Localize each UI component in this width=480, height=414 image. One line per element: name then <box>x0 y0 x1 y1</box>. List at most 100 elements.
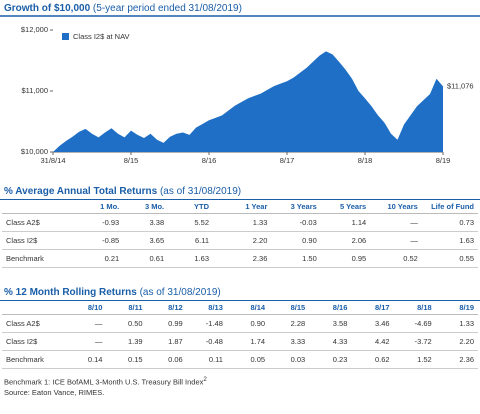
cell: — <box>64 332 107 351</box>
cell: -0.93 <box>71 213 124 232</box>
column-header: 5 Years <box>320 200 371 214</box>
column-header: 8/10 <box>64 301 107 315</box>
legend-swatch <box>62 33 69 40</box>
cell: 1.87 <box>146 332 187 351</box>
cell: — <box>64 314 107 333</box>
cell: 1.14 <box>320 213 371 232</box>
cell: 3.33 <box>269 332 310 351</box>
column-header: 8/18 <box>393 301 436 315</box>
cell: 0.15 <box>106 350 147 369</box>
chart: Growth of $10,000 (5-year period ended 3… <box>0 3 480 165</box>
cell: 1.52 <box>393 350 436 369</box>
header-row: 1 Mo. 3 Mo. YTD 1 Year 3 Years 5 Years 10 Year… <box>2 200 478 214</box>
legend-label: Class I2$ at NAV <box>73 32 130 41</box>
section-heading: % 12 Month Rolling Returns <box>4 287 137 298</box>
section-subtitle: (as of 31/08/2019) <box>159 186 242 197</box>
cell: 1.50 <box>271 249 321 268</box>
column-header: 8/12 <box>146 301 187 315</box>
column-header: 8/15 <box>269 301 310 315</box>
column-header: 8/14 <box>226 301 270 315</box>
cell: 2.36 <box>213 249 272 268</box>
cell: 0.05 <box>226 350 270 369</box>
cell: 0.11 <box>186 350 227 369</box>
superscript: 2 <box>203 376 207 383</box>
column-header: YTD <box>168 200 214 214</box>
cell: 2.36 <box>435 350 478 369</box>
source: Source: Eaton Vance, RIMES. <box>4 387 105 397</box>
cell: 0.99 <box>146 314 187 333</box>
cell: 0.61 <box>123 249 169 268</box>
cell: 1.33 <box>213 213 272 232</box>
cell: 1.63 <box>421 231 478 250</box>
y-tick-label: $10,000 <box>21 147 48 156</box>
end-label: $11,076 <box>447 81 474 90</box>
cell: 0.62 <box>351 350 394 369</box>
cell: 2.20 <box>435 332 478 351</box>
cell: 5.52 <box>168 213 214 232</box>
header-row: 8/10 8/11 8/12 8/13 8/14 8/15 8/16 8/17 8/18 8/19 <box>2 301 478 315</box>
cell: -3.72 <box>393 332 436 351</box>
row-label: Class A2$ <box>2 213 72 232</box>
cell: 1.63 <box>168 249 214 268</box>
row: Class A2$ -0.93 3.38 5.52 1.33 -0.03 1.14—0.73 <box>2 213 478 232</box>
column-header: 8/16 <box>309 301 352 315</box>
row-label: Benchmark <box>2 249 72 268</box>
footnote: Benchmark 1: ICE BofAML 3-Month U.S. Tre… <box>0 375 480 388</box>
cell: 0.50 <box>106 314 147 333</box>
x-tick-label: 31/8/14 <box>40 156 65 165</box>
cell: 6.11 <box>168 231 214 250</box>
row: Benchmark 0.21 0.61 1.63 2.36 1.50 0.95 0.52 0.5… <box>2 249 478 268</box>
column-header: 8/17 <box>351 301 394 315</box>
cell: 4.33 <box>309 332 352 351</box>
cell: — <box>370 231 422 250</box>
cell: 0.03 <box>269 350 310 369</box>
cell: — <box>370 213 422 232</box>
cell: -4.69 <box>393 314 436 333</box>
row-label: Class I2$ <box>2 231 72 250</box>
cell: 3.38 <box>123 213 169 232</box>
x-tick-label: 8/17 <box>280 156 295 165</box>
column-header: 8/19 <box>435 301 478 315</box>
cell: -0.48 <box>186 332 227 351</box>
column-header: 1 Year <box>213 200 272 214</box>
y-tick-label: $12,000 <box>21 25 48 34</box>
chart-title: Growth of $10,000 (5-year period ended 3… <box>4 3 242 14</box>
benchmark-note: Benchmark 1: ICE BofAML 3-Month U.S. Tre… <box>4 377 204 387</box>
cell: 2.28 <box>269 314 310 333</box>
cell: 4.42 <box>351 332 394 351</box>
cell: 0.55 <box>421 249 478 268</box>
cell: -0.03 <box>271 213 321 232</box>
y-tick-label: $11,000 <box>21 86 48 95</box>
x-tick-label: 8/16 <box>202 156 217 165</box>
title: Growth of $10,000 <box>4 3 91 14</box>
cell: 3.58 <box>309 314 352 333</box>
cell: -0.85 <box>71 231 124 250</box>
column-header: Life of Fund <box>421 200 478 214</box>
row-label: Class I2$ <box>2 332 65 351</box>
cell: 0.95 <box>320 249 371 268</box>
cell: 1.74 <box>226 332 270 351</box>
column-header: 8/11 <box>106 301 147 315</box>
cell: 1.33 <box>435 314 478 333</box>
cell: 0.52 <box>370 249 422 268</box>
cell: 3.65 <box>123 231 169 250</box>
row-label: Class A2$ <box>2 314 65 333</box>
cell: 0.06 <box>146 350 187 369</box>
column-header: 8/13 <box>186 301 227 315</box>
cell: 0.90 <box>271 231 321 250</box>
section-title: % 12 Month Rolling Returns (as of 31/08/… <box>0 286 480 301</box>
column-header: 1 Mo. <box>71 200 124 214</box>
tables: % Average Annual Total Returns (as of 31… <box>0 185 480 369</box>
x-tick-label: 8/15 <box>124 156 139 165</box>
cell: 0.14 <box>64 350 107 369</box>
section-title: % Average Annual Total Returns (as of 31… <box>0 185 480 200</box>
row: Benchmark 0.14 0.15 0.06 0.11 0.05 0.03 0.23 0.6… <box>2 350 478 369</box>
section-heading: % Average Annual Total Returns <box>4 186 158 197</box>
x-tick-label: 8/18 <box>358 156 373 165</box>
cell: 0.21 <box>71 249 124 268</box>
cell: 2.20 <box>213 231 272 250</box>
cell: 2.06 <box>320 231 371 250</box>
row: Class I2$ —1.39 1.87 -0.48 1.74 3.33 4.33 4.42-… <box>2 332 478 351</box>
area <box>53 51 443 152</box>
